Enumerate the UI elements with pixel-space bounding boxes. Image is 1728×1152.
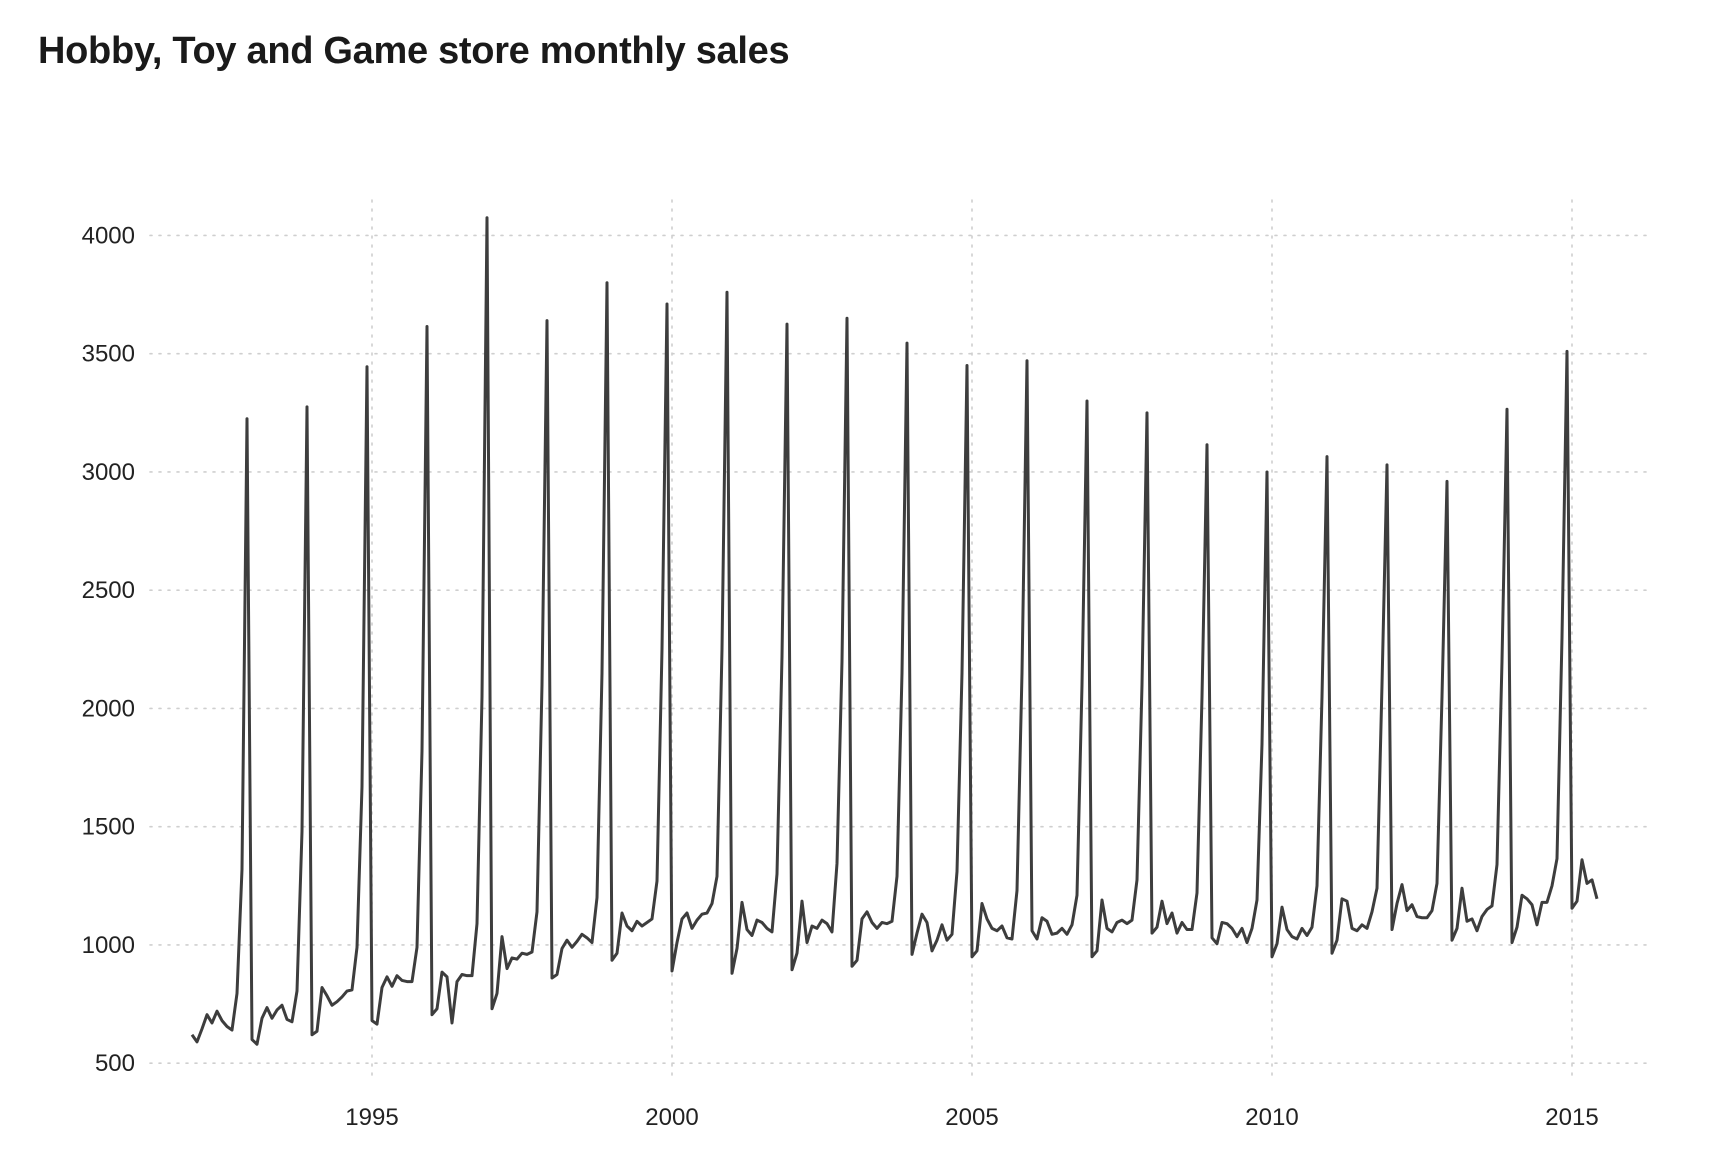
chart-title: Hobby, Toy and Game store monthly sales bbox=[38, 30, 790, 72]
y-tick-label-2500: 2500 bbox=[82, 577, 135, 604]
series-layer bbox=[190, 216, 1599, 1046]
series-line-0 bbox=[190, 216, 1599, 1046]
y-tick-label-1000: 1000 bbox=[82, 932, 135, 959]
y-tick-label-3500: 3500 bbox=[82, 341, 135, 368]
x-tick-label-2010: 2010 bbox=[1245, 1104, 1298, 1131]
x-tick-label-2015: 2015 bbox=[1545, 1104, 1598, 1131]
x-tick-label-1995: 1995 bbox=[345, 1104, 398, 1131]
grid-lines bbox=[149, 199, 1651, 1076]
x-tick-label-2005: 2005 bbox=[945, 1104, 998, 1131]
y-tick-label-4000: 4000 bbox=[82, 222, 135, 249]
axis-tick-labels: 500 1000 1500 2000 2500 3000 3500 4000 1995 2000 2… bbox=[82, 222, 1599, 1131]
y-tick-label-500: 500 bbox=[95, 1050, 135, 1077]
x-tick-label-2000: 2000 bbox=[645, 1104, 698, 1131]
y-tick-label-1500: 1500 bbox=[82, 814, 135, 841]
y-tick-label-3000: 3000 bbox=[82, 459, 135, 486]
y-tick-label-2000: 2000 bbox=[82, 695, 135, 722]
